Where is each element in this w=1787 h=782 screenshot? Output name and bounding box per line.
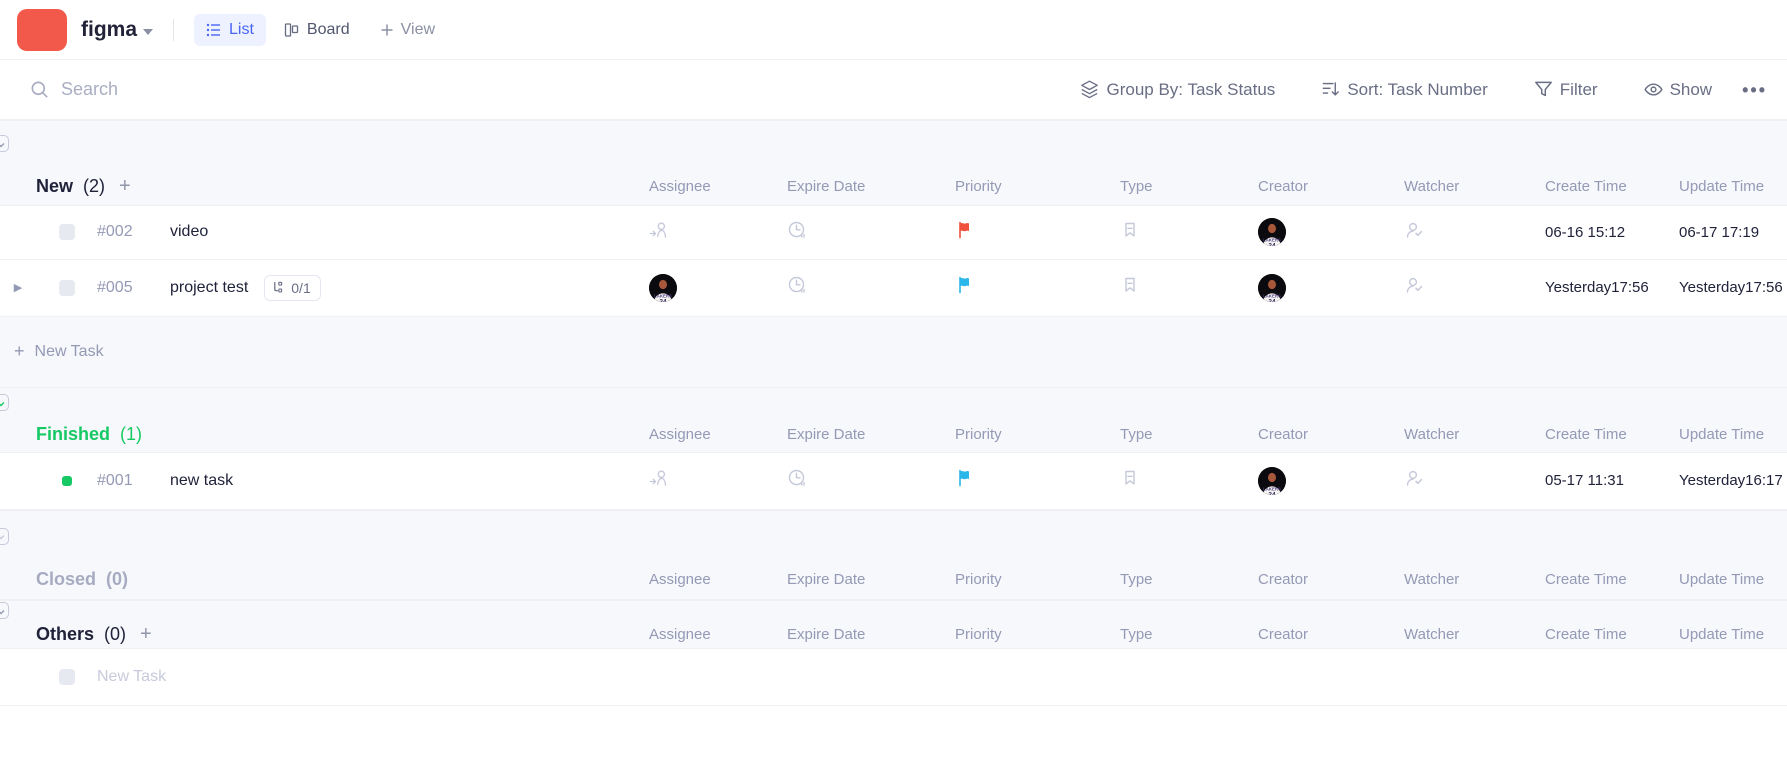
svg-text:24: 24	[659, 298, 667, 302]
svg-text:24: 24	[1268, 243, 1276, 247]
svg-text:24: 24	[1268, 491, 1276, 495]
svg-text:24: 24	[1268, 298, 1276, 302]
